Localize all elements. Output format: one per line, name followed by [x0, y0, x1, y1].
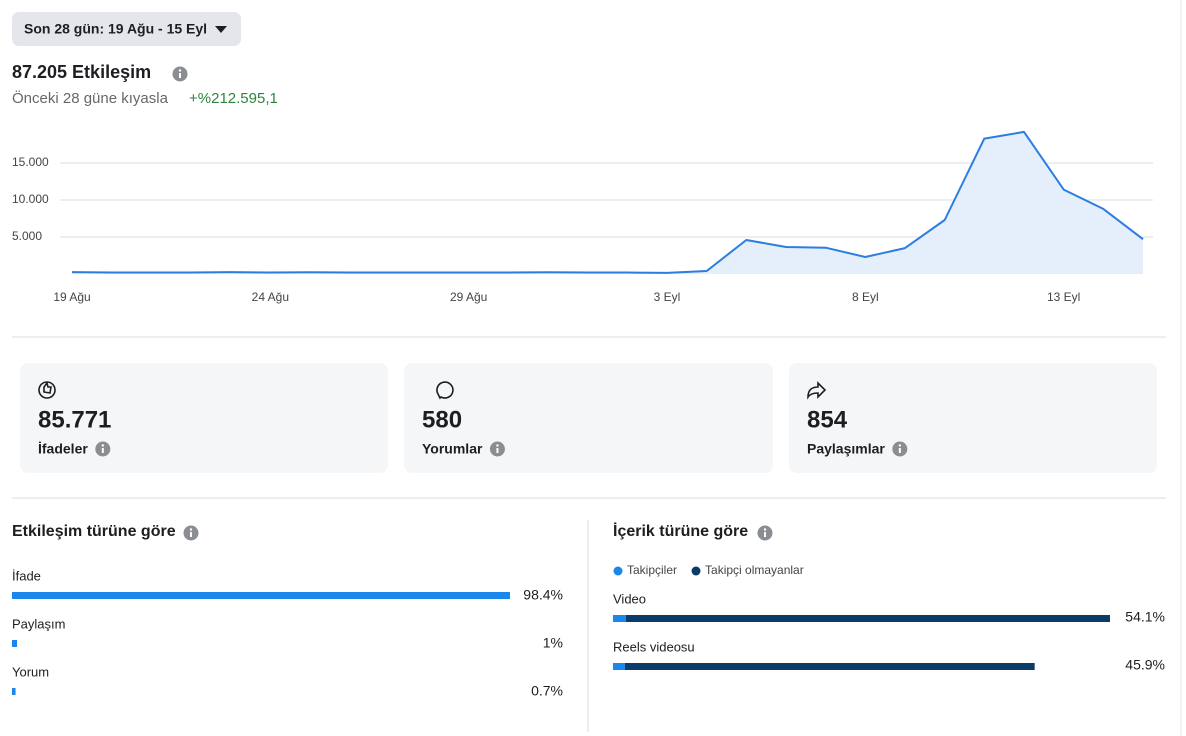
card-label: İfadeler: [38, 441, 88, 457]
info-icon[interactable]: [183, 525, 199, 541]
value-label: 1%: [543, 635, 563, 651]
date-range[interactable]: Son 28 gün: 19 Ağu - 15 Eyl: [24, 21, 207, 37]
card-value: 580: [422, 406, 462, 433]
reaction-icon: [38, 381, 56, 399]
value-label: 0.7%: [531, 683, 563, 699]
info-dot: [496, 444, 499, 447]
info-bar: [898, 448, 901, 453]
info-icon[interactable]: [892, 441, 908, 457]
bar: [12, 688, 16, 695]
card-label: Yorumlar: [422, 441, 483, 457]
bar: [12, 640, 18, 647]
section-title: İçerik türüne göre: [613, 522, 748, 540]
comparison-value: +%212.595,1: [189, 90, 278, 107]
x-tick-label: 19 Ağu: [53, 290, 90, 304]
bar-label: Yorum: [12, 664, 49, 679]
share-icon: [807, 381, 827, 400]
legend-swatch: [691, 566, 701, 576]
legend-label: Takipçi olmayanlar: [705, 563, 804, 577]
bar-segment: [625, 615, 1110, 622]
bar: [12, 592, 510, 599]
line: [71, 130, 1144, 274]
comment-icon: [436, 381, 454, 400]
card: [789, 363, 1157, 473]
total: 87.205 Etkileşim: [12, 62, 151, 82]
card: [20, 363, 388, 473]
area: [72, 131, 1143, 274]
card-value: 85.771: [38, 406, 111, 433]
card-value: 854: [807, 406, 848, 433]
bar-label: İfade: [12, 568, 41, 583]
bar-label: Video: [613, 591, 646, 606]
info-bar: [496, 448, 499, 453]
card-label: Paylaşımlar: [807, 441, 885, 457]
legend-swatch: [613, 566, 623, 576]
info-icon[interactable]: [172, 66, 188, 82]
x-tick-label: 13 Eyl: [1047, 290, 1080, 304]
x-tick-label: 3 Eyl: [654, 290, 681, 304]
y-tick-label: 5.000: [12, 229, 42, 243]
bar-label: Paylaşım: [12, 616, 65, 631]
info-dot: [898, 444, 902, 447]
bar-segment: [613, 615, 626, 622]
legend-label: Takipçiler: [627, 563, 677, 577]
bar-label: Reels videosu: [613, 639, 695, 654]
x-tick-label: 24 Ağu: [252, 290, 289, 304]
value-label: 98.4%: [523, 587, 563, 603]
dropdown-caret: [215, 26, 227, 33]
info-icon[interactable]: [757, 525, 773, 541]
value-label: 54.1%: [1125, 609, 1165, 625]
info-dot: [101, 444, 105, 447]
x-tick-label: 29 Ağu: [450, 290, 487, 304]
bar-segment: [624, 663, 1035, 670]
comparison-label: Önceki 28 güne kıyasla: [12, 89, 169, 107]
info-icon[interactable]: [489, 441, 505, 457]
y-tick-label: 10.000: [12, 192, 49, 206]
x-tick-label: 8 Eyl: [852, 290, 879, 304]
bar-segment: [613, 663, 625, 670]
value-label: 45.9%: [1125, 657, 1165, 673]
info-icon[interactable]: [95, 441, 111, 457]
section-title: Etkileşim türüne göre: [12, 523, 176, 540]
y-tick-label: 15.000: [12, 155, 49, 169]
date-button[interactable]: [12, 12, 241, 46]
info-bar: [101, 448, 104, 453]
